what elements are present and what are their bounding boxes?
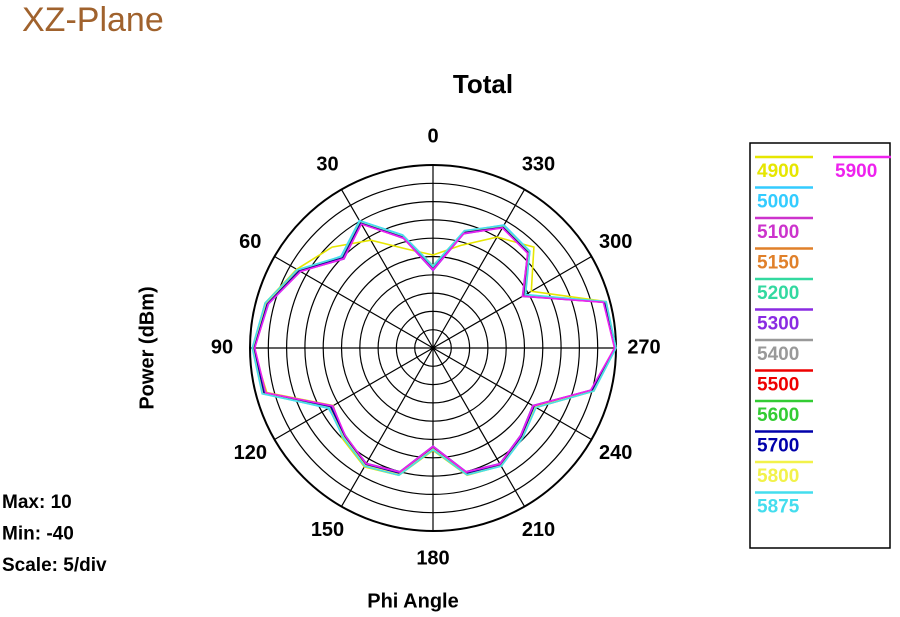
- angle-tick-label: 30: [316, 154, 338, 176]
- legend-label: 4900: [757, 161, 799, 182]
- annotation: Max: 10: [2, 492, 72, 513]
- y-axis-title: Power (dBm): [136, 286, 158, 409]
- legend-label: 5000: [757, 192, 799, 213]
- legend-label: 5600: [757, 405, 799, 426]
- grid-spoke: [274, 347, 434, 441]
- x-axis-title: Phi Angle: [367, 590, 458, 612]
- legend-label: 5150: [757, 253, 799, 274]
- grid-spoke: [432, 347, 592, 441]
- grid-spoke: [432, 189, 526, 349]
- chart-title: Total: [453, 69, 513, 99]
- legend-label: 5800: [757, 466, 799, 487]
- angle-tick-label: 0: [427, 125, 438, 147]
- legend-label: 5700: [757, 436, 799, 457]
- legend-label: 5100: [757, 222, 799, 243]
- grid-spoke: [432, 347, 526, 507]
- angle-tick-label: 60: [239, 231, 261, 253]
- legend-label: 5400: [757, 344, 799, 365]
- legend-label: 5900: [835, 161, 877, 182]
- legend-label: 5875: [757, 497, 800, 518]
- angle-tick-label: 180: [416, 547, 449, 569]
- annotation: Scale: 5/div: [2, 555, 107, 576]
- angle-tick-label: 150: [311, 519, 344, 541]
- annotation: Min: -40: [2, 524, 74, 545]
- angle-tick-label: 300: [599, 231, 632, 253]
- angle-tick-label: 120: [234, 442, 267, 464]
- angle-tick-label: 210: [522, 519, 555, 541]
- grid-spoke: [340, 189, 434, 349]
- grid-spoke: [340, 347, 434, 507]
- angle-tick-label: 240: [599, 442, 632, 464]
- legend-box: [749, 142, 891, 549]
- legend-label: 5500: [757, 375, 799, 396]
- angle-tick-label: 270: [627, 336, 660, 358]
- grid-spoke: [432, 255, 592, 349]
- series-line: [251, 219, 617, 477]
- angle-tick-label: 330: [522, 154, 555, 176]
- legend-label: 5200: [757, 283, 799, 304]
- angle-tick-label: 90: [211, 336, 233, 358]
- series-line: [253, 223, 616, 473]
- page-title: XZ-Plane: [22, 1, 164, 39]
- legend-label: 5300: [757, 314, 799, 335]
